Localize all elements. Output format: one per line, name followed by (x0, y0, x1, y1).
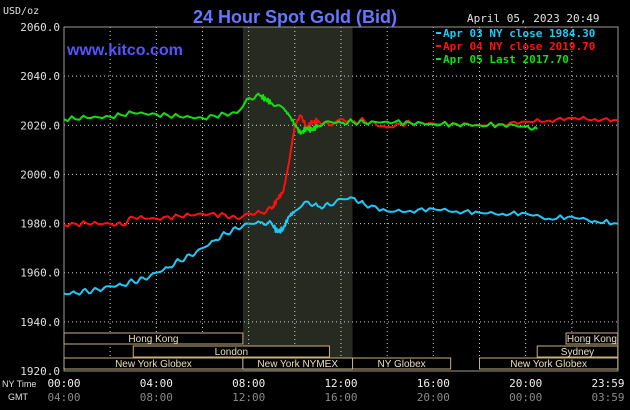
x-tick-label-gmt: 08:00 (140, 391, 173, 404)
x-tick-label-ny: 20:00 (509, 377, 542, 390)
x-tick-label-gmt: 04:00 (47, 391, 80, 404)
chart-title: 24 Hour Spot Gold (Bid) (193, 7, 397, 27)
session-label: Hong Kong (567, 334, 617, 345)
x-tick-label-ny: 08:00 (232, 377, 265, 390)
session-label: Hong Kong (128, 334, 178, 345)
y-tick-label: 1940.0 (20, 316, 60, 329)
datetime-label: April 05, 2023 20:49 (467, 12, 599, 25)
x-tick-label-ny: 23:59 (591, 377, 624, 390)
session-bar (479, 357, 619, 370)
session-label: Sydney (561, 347, 594, 358)
session-label: London (215, 347, 248, 358)
y-tick-label: 2040.0 (20, 70, 60, 83)
session-bar (352, 357, 452, 370)
session-label: New York Globex (115, 359, 192, 370)
y-tick-label: 1980.0 (20, 218, 60, 231)
x-tick-label-gmt: 20:00 (417, 391, 450, 404)
x-tick-label-ny: 04:00 (140, 377, 173, 390)
x-tick-label-gmt: 12:00 (232, 391, 265, 404)
y-tick-label: 2020.0 (20, 119, 60, 132)
session-bar (63, 332, 244, 345)
units-label: USD/oz (3, 6, 39, 17)
brand-link[interactable]: www.kitco.com (66, 42, 183, 59)
legend-entry-apr04: Apr 04 NY close 2019.70 (443, 40, 595, 53)
nymex-hours-shading (242, 27, 353, 371)
session-bar (536, 345, 619, 358)
legend-entry-apr05: Apr 05 Last 2017.70 (443, 53, 569, 66)
ny-time-row-label: NY Time (2, 379, 36, 389)
x-tick-label-gmt: 03:59 (591, 391, 624, 404)
session-label: NY Globex (378, 359, 426, 370)
session-bar (132, 345, 330, 358)
x-tick-label-ny: 00:00 (47, 377, 80, 390)
y-tick-label: 1920.0 (20, 365, 60, 378)
session-label: New York Globex (510, 359, 587, 370)
plot-frame (63, 26, 619, 372)
legend-entry-apr03: Apr 03 NY close 1984.30 (443, 27, 595, 40)
x-tick-label-ny: 16:00 (417, 377, 450, 390)
x-tick-label-gmt: 00:00 (509, 391, 542, 404)
legend: Apr 03 NY close 1984.30 Apr 04 NY close … (443, 27, 595, 66)
session-label: New York NYMEX (257, 359, 338, 370)
series-line-apr05 (63, 92, 538, 135)
x-tick-label-ny: 12:00 (324, 377, 357, 390)
y-tick-label: 2060.0 (20, 21, 60, 34)
x-tick-label-gmt: 16:00 (324, 391, 357, 404)
session-bar (565, 332, 619, 345)
series-line-apr03 (63, 196, 619, 296)
y-tick-label: 2000.0 (20, 168, 60, 181)
gmt-row-label: GMT (8, 392, 28, 402)
y-tick-label: 1960.0 (20, 267, 60, 280)
